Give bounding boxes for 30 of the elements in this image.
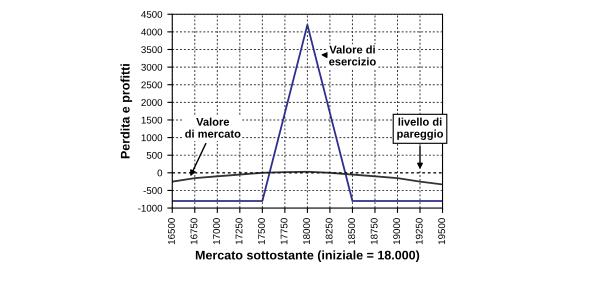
x-tick-label: 18250 bbox=[326, 218, 333, 244]
x-tick-label: 19500 bbox=[438, 218, 446, 244]
y-tick-label: -1000 bbox=[138, 204, 162, 212]
ref-line-label: livello di pareggio bbox=[397, 118, 444, 140]
x-tick-label: 16750 bbox=[190, 218, 198, 244]
y-tick-label: 2000 bbox=[141, 99, 162, 106]
y-tick-label: 4000 bbox=[141, 28, 162, 36]
x-tick-label: 18750 bbox=[370, 218, 378, 244]
y-tick-label: 0 bbox=[158, 170, 162, 176]
y-tick-label: 1000 bbox=[142, 134, 162, 142]
x-tick-label: 18500 bbox=[348, 218, 356, 244]
y-tick-label: -500 bbox=[144, 187, 162, 194]
y-tick-label: 2500 bbox=[141, 81, 162, 88]
annotation: Valore di esercizio bbox=[329, 45, 376, 66]
x-tick-label: 17500 bbox=[258, 218, 265, 244]
y-tick-label: 3500 bbox=[141, 46, 162, 54]
x-tick-label: 19250 bbox=[416, 218, 423, 244]
y-tick-label: 4500 bbox=[141, 10, 162, 18]
y-tick-label: 500 bbox=[146, 152, 162, 159]
x-axis-title: Mercato sottostante (iniziale = 18.000) bbox=[196, 250, 420, 262]
y-axis-title: Perdita e profitti bbox=[120, 64, 132, 158]
x-tick-label: 19000 bbox=[393, 218, 400, 244]
x-tick-label: 17250 bbox=[236, 218, 242, 244]
x-tick-label: 16500 bbox=[168, 218, 175, 244]
y-tick-label: 1500 bbox=[142, 116, 162, 124]
x-tick-label: 17000 bbox=[213, 218, 220, 244]
x-tick-label: 18000 bbox=[303, 218, 310, 244]
annotation: Valore di mercato bbox=[185, 118, 240, 138]
y-tick-label: 3000 bbox=[141, 64, 162, 71]
x-tick-label: 17750 bbox=[280, 218, 288, 244]
